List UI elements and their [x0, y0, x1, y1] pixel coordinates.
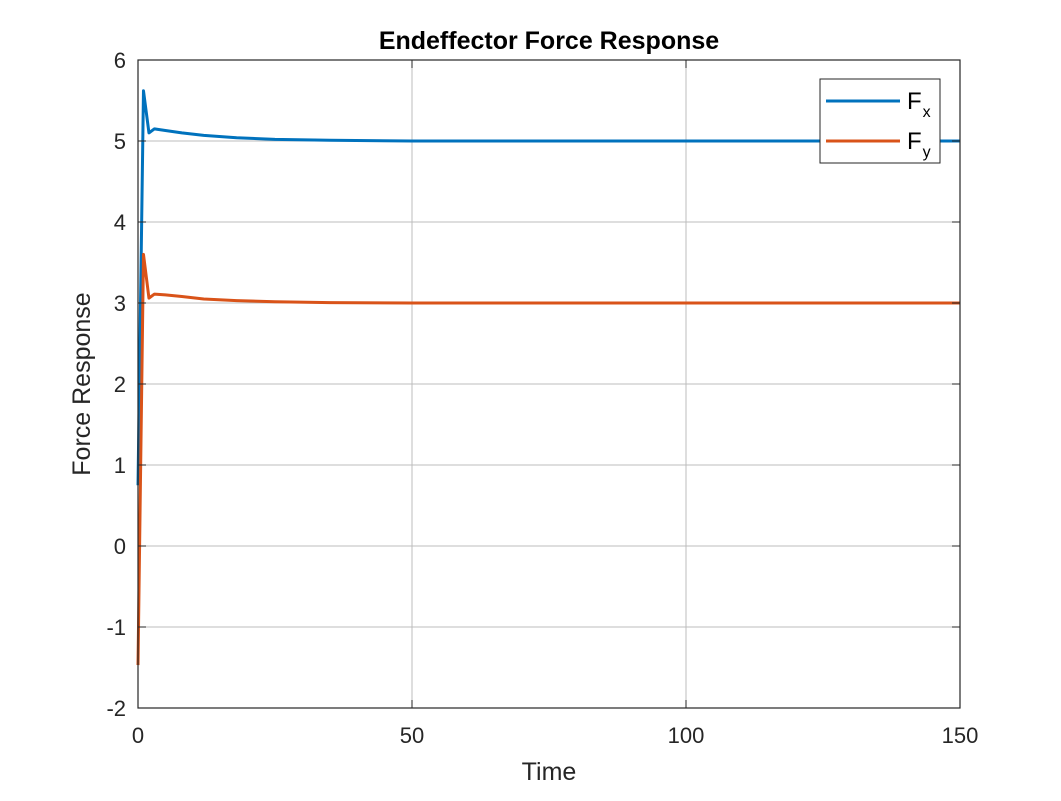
- y-tick-label: 2: [114, 372, 126, 397]
- x-tick-label: 0: [132, 723, 144, 748]
- y-tick-label: 6: [114, 48, 126, 73]
- y-tick-label: 5: [114, 129, 126, 154]
- y-tick-label: 4: [114, 210, 126, 235]
- x-tick-label: 150: [942, 723, 979, 748]
- legend-label-fy-sub: y: [923, 144, 931, 161]
- x-axis-title: Time: [522, 758, 577, 786]
- axis-ticks: 0 50 100 150 -2 -1 0 1 2 3 4 5 6: [106, 48, 978, 748]
- legend-label-fx-sub: x: [923, 104, 931, 121]
- y-tick-label: -1: [106, 615, 126, 640]
- y-tick-label: 1: [114, 453, 126, 478]
- chart-title: Endeffector Force Response: [379, 27, 719, 55]
- y-tick-label: 0: [114, 534, 126, 559]
- y-tick-label: -2: [106, 696, 126, 721]
- x-tick-label: 100: [668, 723, 705, 748]
- legend-label-fx-main: F: [907, 88, 922, 115]
- series-line-fy: [136, 252, 960, 666]
- y-axis-title: Force Response: [68, 292, 96, 475]
- legend-label-fy-main: F: [907, 128, 922, 155]
- legend-label-fy: Fy: [907, 128, 931, 161]
- series-line-fx: [136, 89, 960, 486]
- legend: Fx Fy: [819, 78, 941, 164]
- y-tick-label: 3: [114, 291, 126, 316]
- legend-label-fx: Fx: [907, 88, 931, 121]
- legend-box: [819, 78, 941, 164]
- series-lines: [136, 89, 960, 666]
- x-tick-label: 50: [400, 723, 424, 748]
